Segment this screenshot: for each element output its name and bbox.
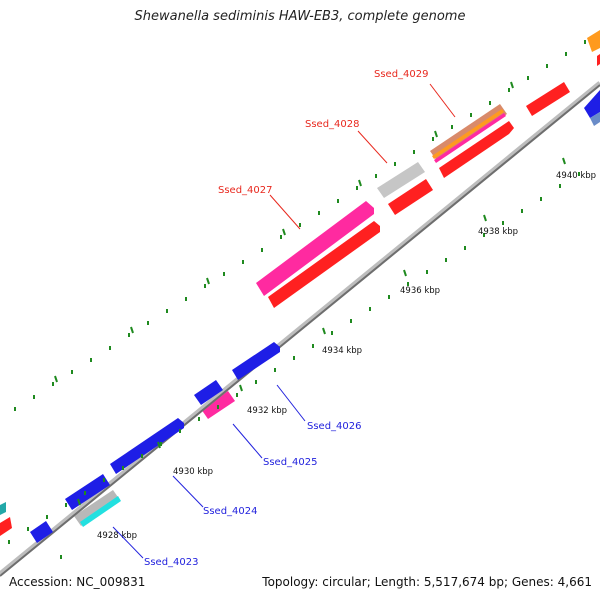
- genes-value: 4,661: [557, 575, 592, 589]
- outer-tick-track: [14, 40, 586, 411]
- kbp-labels: 4928 kbp 4930 kbp 4932 kbp 4934 kbp 4936…: [97, 171, 596, 541]
- length-value: 5,517,674 bp: [423, 575, 504, 589]
- kbp-label: 4936 kbp: [400, 286, 440, 296]
- gene-label-ssed-4023[interactable]: Ssed_4023: [144, 557, 199, 568]
- kbp-label: 4932 kbp: [247, 406, 287, 416]
- gene-feature[interactable]: [526, 82, 570, 116]
- kbp-label: 4934 kbp: [322, 346, 362, 356]
- gene-feature[interactable]: [597, 54, 600, 66]
- genome-summary: Topology: circular; Length: 5,517,674 bp…: [262, 575, 592, 589]
- gene-ssed-4029-stripe: [432, 109, 504, 159]
- gene-feature[interactable]: [30, 521, 53, 543]
- gene-ssed-4023-stripe: [80, 496, 121, 527]
- gene-label-ssed-4025[interactable]: Ssed_4025: [263, 457, 318, 468]
- gene-label-ssed-4027[interactable]: Ssed_4027: [218, 185, 273, 196]
- reverse-strand-features: [30, 90, 600, 543]
- forward-strand-features: [0, 30, 600, 536]
- gene-feature[interactable]: [439, 121, 514, 178]
- accession-label: Accession:: [9, 575, 73, 589]
- map-title: Shewanella sediminis HAW-EB3, complete g…: [134, 9, 466, 24]
- gene-feature[interactable]: [590, 112, 600, 126]
- kbp-label: 4928 kbp: [97, 531, 137, 541]
- gene-ssed-4024-feature[interactable]: [110, 418, 184, 474]
- kbp-label: 4938 kbp: [478, 227, 518, 237]
- inner-major-ticks: [77, 157, 566, 506]
- gene-label-ssed-4028[interactable]: Ssed_4028: [305, 119, 360, 130]
- genes-label: Genes:: [511, 575, 554, 589]
- gene-label-ssed-4029[interactable]: Ssed_4029: [374, 69, 429, 80]
- gene-label-leaders: [112, 83, 456, 559]
- gene-feature[interactable]: [388, 179, 433, 215]
- gene-labels: Ssed_4029 Ssed_4028 Ssed_4027 Ssed_4026 …: [144, 69, 429, 568]
- gene-ssed-4027-feature[interactable]: [256, 201, 374, 296]
- gene-label-ssed-4026[interactable]: Ssed_4026: [307, 421, 362, 432]
- outer-major-ticks: [54, 81, 514, 383]
- gene-ssed-4028-feature[interactable]: [377, 162, 425, 198]
- genome-backbone: [0, 81, 600, 576]
- kbp-label: 4940 kbp: [556, 171, 596, 181]
- topology-label: Topology:: [262, 575, 319, 589]
- gene-ssed-4023-feature[interactable]: [74, 490, 120, 526]
- gene-feature[interactable]: [194, 380, 223, 405]
- genome-backbone-shadow: [0, 84, 600, 577]
- gene-feature[interactable]: [584, 90, 600, 118]
- gene-ssed-4029-stripe2: [434, 113, 506, 163]
- topology-value: circular: [322, 575, 367, 589]
- gene-feature[interactable]: [65, 474, 110, 510]
- accession-value: NC_009831: [76, 575, 146, 589]
- gene-label-ssed-4024[interactable]: Ssed_4024: [203, 506, 258, 517]
- inner-tick-track: [8, 172, 580, 559]
- length-label: Length:: [374, 575, 421, 589]
- accession-info: Accession: NC_009831: [9, 575, 145, 589]
- gene-feature[interactable]: [268, 221, 380, 308]
- gene-feature[interactable]: [587, 30, 600, 52]
- forward-strand-features-2: [268, 121, 514, 308]
- gene-feature[interactable]: [0, 517, 12, 536]
- gene-feature[interactable]: [0, 502, 6, 515]
- gene-ssed-4026-feature[interactable]: [232, 342, 280, 380]
- kbp-label: 4930 kbp: [173, 467, 213, 477]
